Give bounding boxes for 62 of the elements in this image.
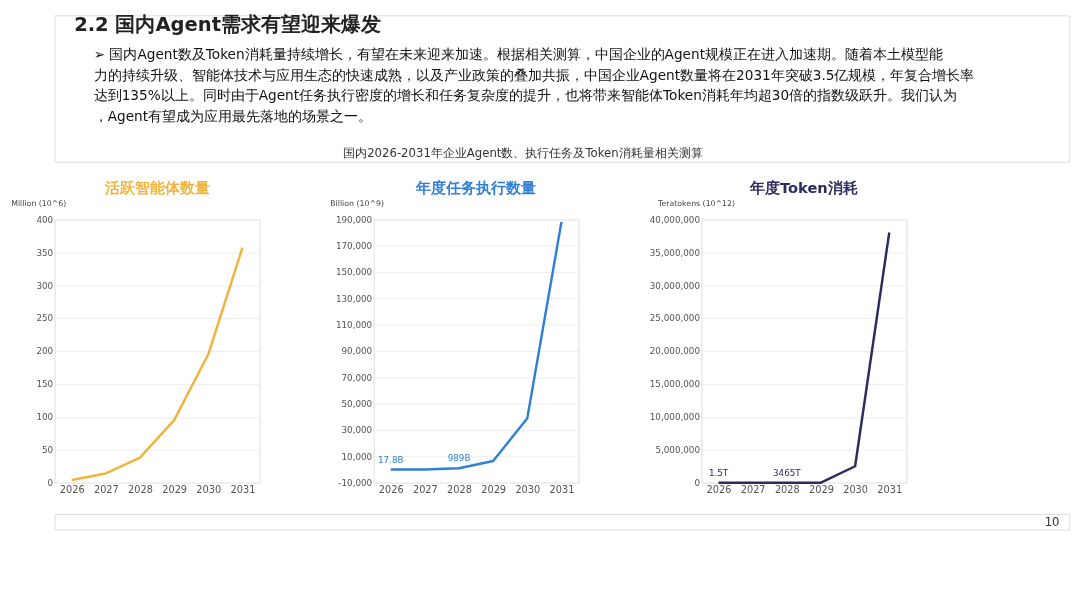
x-tick-label: 2026 — [378, 483, 404, 495]
x-tick-label: 2031 — [230, 483, 256, 495]
data-label: 17.8B — [377, 454, 404, 465]
data-label: 1.5T — [708, 467, 729, 478]
x-tick-label: 2027 — [93, 483, 119, 495]
y-axis-title: Million (10^6) — [11, 199, 67, 209]
y-tick-label: -10,000 — [338, 478, 373, 489]
y-tick-label: 150 — [36, 379, 54, 390]
data-label: 989B — [447, 453, 471, 464]
text: 国内2026-2031年企业Agent数、执行任务及Token消耗量相关测算 — [343, 145, 703, 160]
y-tick-label: 200 — [36, 346, 54, 357]
x-tick-label: 2031 — [549, 483, 575, 495]
y-tick-label: 100 — [36, 412, 54, 423]
y-tick-label: 70,000 — [341, 372, 373, 383]
y-tick-label: 400 — [36, 214, 54, 225]
y-tick-label: 90,000 — [341, 346, 373, 357]
y-tick-label: 35,000,000 — [649, 247, 700, 258]
y-tick-label: 250 — [36, 313, 54, 324]
y-tick-label: 50,000 — [341, 399, 373, 410]
y-tick-label: 150,000 — [335, 267, 373, 278]
y-axis-title: Billion (10^9) — [330, 199, 384, 209]
chart-title: 活跃智能体数量 — [103, 178, 210, 196]
x-tick-label: 2026 — [706, 483, 732, 495]
y-tick-label: 10,000 — [341, 451, 373, 462]
text: 2.2 国内Agent需求有望迎来爆发 — [74, 12, 381, 36]
y-tick-label: 0 — [694, 478, 700, 489]
x-tick-label: 2030 — [843, 483, 869, 495]
chart-title: 年度Token消耗 — [749, 178, 858, 196]
y-tick-label: 20,000,000 — [649, 346, 700, 357]
y-tick-label: 350 — [36, 247, 54, 258]
y-tick-label: 130,000 — [335, 293, 373, 304]
data-label: 3465T — [772, 467, 802, 478]
y-tick-label: 30,000,000 — [649, 280, 700, 291]
y-tick-label: 300 — [36, 280, 54, 291]
chart-title: 年度任务执行数量 — [415, 178, 537, 196]
y-tick-label: 170,000 — [335, 241, 373, 252]
line-series — [70, 246, 244, 482]
y-tick-label: 190,000 — [335, 214, 373, 225]
x-tick-label: 2029 — [162, 483, 188, 495]
x-tick-label: 2030 — [515, 483, 541, 495]
x-tick-label: 2031 — [877, 483, 903, 495]
y-tick-label: 110,000 — [335, 320, 373, 331]
y-tick-label: 0 — [47, 478, 54, 489]
y-tick-label: 50 — [42, 445, 54, 456]
text: 10 — [1044, 514, 1060, 529]
x-tick-label: 2028 — [128, 483, 153, 495]
x-tick-label: 2028 — [774, 483, 800, 495]
text: ➢ 国内Agent数及Token消耗量持续增长，有望在未来迎来加速。根据相关测算，中国企业的Agent规模正在进入加速期。随着本土模型能力的持续升级、智能体技术与应用生态的快速成熟，以及产业政策的叠加共振，中国企业Agent数量将在2031年突破3.5亿规模，年复合增长率达到135%以上。同时由于Agent任务执行密度的增长和任务复杂度的提升，也将带来智能体Token消耗年均超30倍的指数级跃升。我们认为，Agent有望成为应用最先落地的场景之一。 — [93, 46, 975, 124]
x-tick-label: 2026 — [59, 483, 85, 495]
x-tick-label: 2029 — [481, 483, 507, 495]
x-tick-label: 2029 — [809, 483, 834, 495]
x-tick-label: 2027 — [412, 483, 438, 495]
y-tick-label: 5,000,000 — [655, 445, 700, 456]
y-tick-label: 30,000 — [341, 425, 373, 436]
y-axis-title: Teratokens (10^12) — [657, 199, 736, 209]
y-tick-label: 15,000,000 — [649, 379, 700, 390]
y-tick-label: 10,000,000 — [649, 412, 700, 423]
x-tick-label: 2027 — [740, 483, 766, 495]
y-tick-label: 40,000,000 — [649, 214, 700, 225]
x-tick-label: 2028 — [447, 483, 472, 495]
x-tick-label: 2030 — [196, 483, 222, 495]
y-tick-label: 25,000,000 — [649, 313, 700, 324]
